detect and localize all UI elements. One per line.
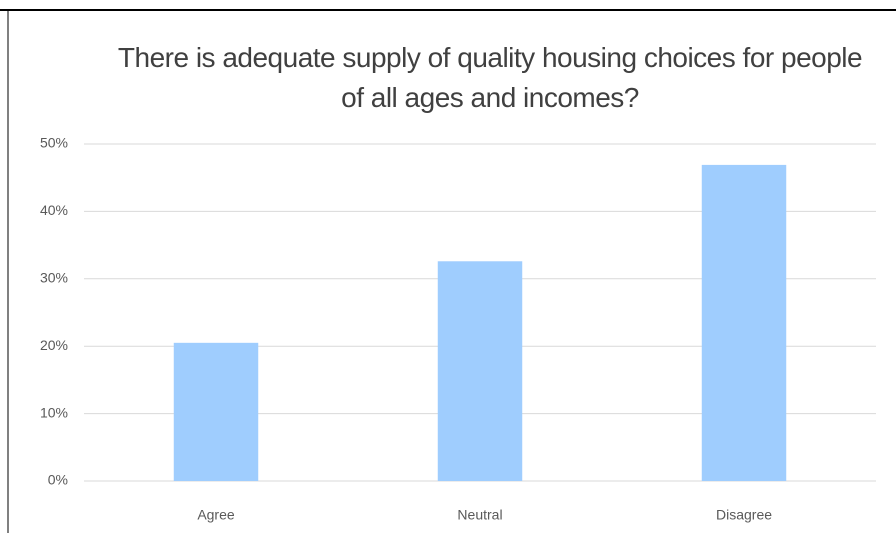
x-tick-label: Neutral xyxy=(457,507,502,523)
chart-title: There is adequate supply of quality hous… xyxy=(117,42,863,113)
x-tick-label: Agree xyxy=(197,507,235,523)
y-tick-label: 50% xyxy=(40,135,68,151)
y-tick-label: 10% xyxy=(40,404,68,420)
y-tick-label: 30% xyxy=(40,270,68,286)
bar xyxy=(173,342,259,481)
y-tick-label: 40% xyxy=(40,202,68,218)
y-tick-label: 0% xyxy=(48,472,68,488)
bar xyxy=(701,164,787,482)
y-tick-label: 20% xyxy=(40,337,68,353)
x-tick-label: Disagree xyxy=(716,507,772,523)
bar xyxy=(437,261,523,481)
